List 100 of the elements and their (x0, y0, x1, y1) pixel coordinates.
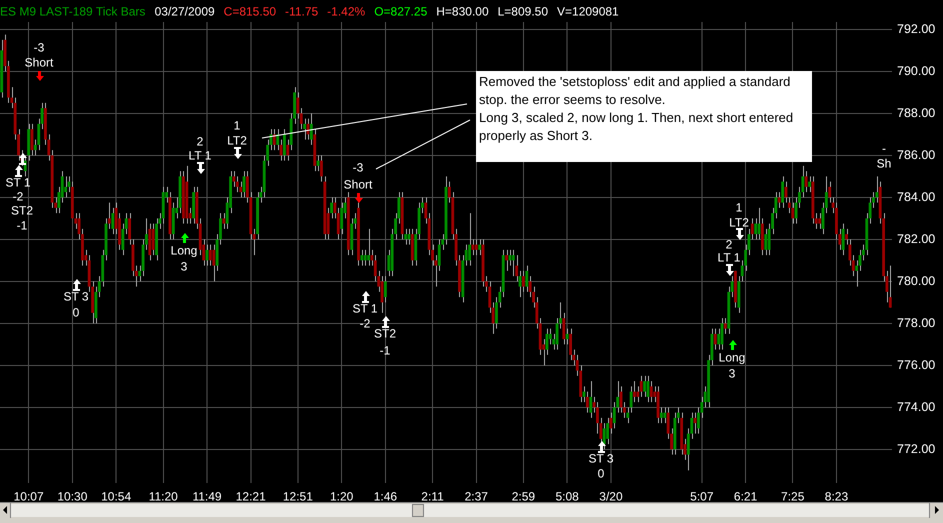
candlestick (310, 112, 313, 146)
candlestick (242, 170, 246, 198)
annotation: ST 3 (63, 289, 89, 304)
y-tick-label: 772.00 (897, 442, 936, 456)
candlestick (663, 406, 666, 424)
candlestick (781, 176, 784, 208)
candlestick (472, 238, 474, 256)
x-tick-label: 3/20 (599, 490, 623, 504)
y-tick-label: 788.00 (897, 106, 936, 120)
y-tick-label: 780.00 (897, 274, 936, 288)
candlestick (522, 270, 525, 292)
candlestick (845, 228, 848, 246)
y-tick-label: 790.00 (897, 64, 936, 78)
candlestick (128, 212, 132, 246)
candlestick (468, 212, 471, 266)
candlestick (818, 212, 822, 230)
annotation: 0 (598, 466, 605, 480)
y-tick-label: 782.00 (897, 232, 936, 246)
annotation: -3 (352, 160, 364, 174)
annotation: Short (24, 55, 54, 70)
x-tick-label: 5:08 (556, 490, 580, 504)
candlestick (754, 218, 758, 240)
candlestick (283, 128, 286, 162)
candlestick (222, 212, 226, 230)
candlestick (360, 249, 364, 266)
candlestick (569, 328, 572, 361)
annotation: 3 (180, 259, 188, 274)
annotation: -3 (34, 40, 45, 54)
annotation: LT 1 (188, 148, 212, 162)
x-tick-label: 10:30 (57, 490, 88, 504)
candlestick (208, 244, 212, 266)
y-tick-label: 786.00 (897, 148, 936, 162)
annotation: Long 3, scaled 2, now long 1. Then, next short entered properly as Short 3. (479, 109, 794, 145)
annotation: LT2 (729, 215, 750, 230)
candlestick (804, 170, 808, 193)
chart-subtitle: 03/27/2009 C=815.50 -11.75 -1.42% O=827.25 H=830.00 L=809.50 V=1209081 (154, 4, 620, 18)
x-tick-label: 2:11 (421, 490, 444, 504)
candlestick (566, 328, 569, 345)
annotation: 0 (72, 305, 80, 320)
candlestick (720, 318, 724, 350)
candlestick (660, 406, 663, 424)
annotation: ST2 (10, 203, 34, 218)
annotation: 3 (728, 366, 736, 380)
candlestick (474, 238, 478, 256)
annotation: ST 3 (588, 451, 614, 466)
annotation: Short (344, 177, 374, 192)
candlestick (643, 375, 646, 398)
candlestick (508, 249, 512, 266)
y-tick-label: 776.00 (897, 358, 936, 372)
x-tick-label: 12:51 (282, 490, 314, 504)
x-tick-label: 8:23 (824, 490, 848, 504)
x-tick-label: 2:59 (512, 490, 536, 504)
candlestick (152, 223, 155, 256)
x-tick-label: 6:21 (734, 490, 758, 504)
candlestick (306, 118, 310, 140)
candlestick (808, 176, 811, 193)
y-tick-label: 784.00 (897, 190, 936, 204)
y-tick-label: 774.00 (897, 400, 936, 414)
candlestick (694, 412, 697, 434)
candlestick (320, 154, 323, 182)
annotation: 2 (726, 237, 733, 252)
annotation: -1 (16, 218, 28, 232)
x-tick-label: 11:49 (192, 490, 222, 504)
annotation: 2 (196, 134, 204, 148)
candlestick (478, 238, 482, 256)
x-tick-label: 5:07 (690, 490, 714, 504)
annotation: Long (718, 350, 746, 364)
candlestick (784, 181, 788, 204)
candlestick (364, 249, 367, 266)
candlestick (650, 380, 653, 403)
annotation: 1 (234, 118, 241, 132)
candlestick (367, 228, 370, 266)
annotation: ST 1 (352, 301, 378, 316)
annotation: Long (170, 243, 198, 258)
x-tick-label: 10:07 (14, 490, 44, 504)
annotation: Removed the 'setstoploss' edit and applied a standard stop. the error seems to resolve. (479, 73, 792, 109)
candlestick (272, 128, 276, 151)
candlestick (758, 207, 760, 240)
x-tick-label: 11:20 (148, 490, 178, 504)
candlestick (64, 176, 68, 198)
x-tick-label: 12:21 (236, 490, 266, 504)
x-tick-label: 1:46 (374, 490, 398, 504)
candlestick (505, 249, 508, 272)
candlestick (633, 380, 636, 403)
x-tick-label: 1:20 (330, 490, 354, 504)
candlestick (512, 249, 515, 277)
chart-title: ES M9 LAST-189 Tick Bars (0, 4, 146, 18)
candlestick (316, 154, 320, 172)
candlestick (384, 276, 387, 303)
annotation: Sh (876, 156, 892, 170)
x-tick-label: 7:25 (781, 490, 805, 504)
annotation: LT 1 (718, 250, 741, 264)
candlestick (206, 244, 208, 266)
annotation: -2 (360, 316, 371, 330)
x-tick-label: 2:37 (464, 490, 488, 504)
annotation: ST2 (374, 326, 396, 340)
y-tick-label: 792.00 (897, 22, 936, 36)
y-tick-label: 778.00 (897, 316, 936, 330)
candlestick (724, 318, 727, 334)
annotation: - (882, 141, 886, 156)
